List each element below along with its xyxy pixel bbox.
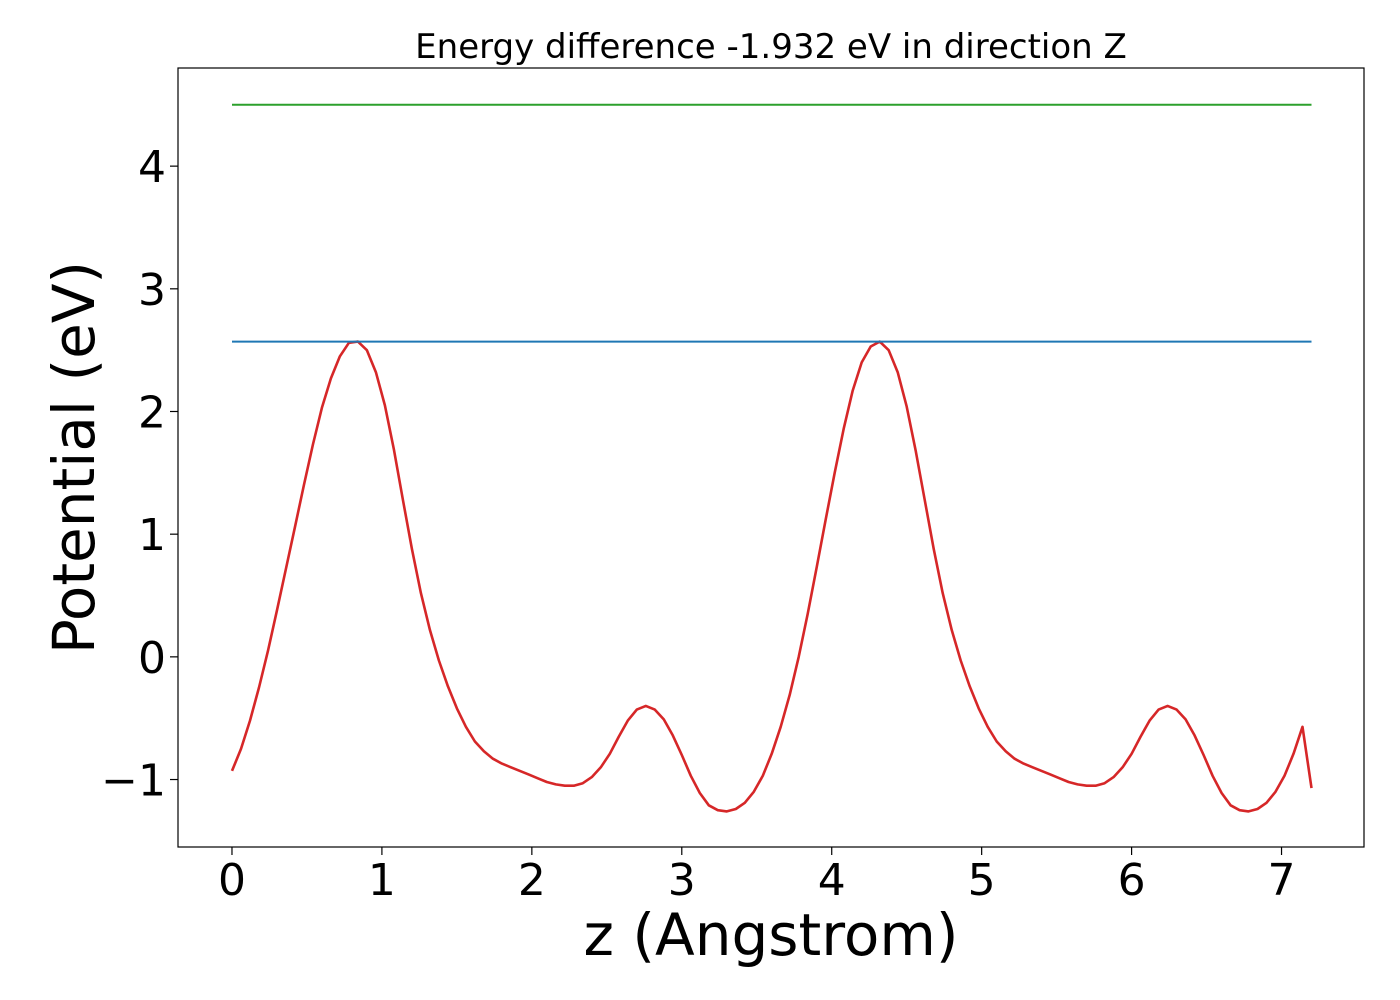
series-layer: [230, 103, 1313, 813]
x-tick-label: 0: [218, 855, 246, 906]
series-line-1: [230, 340, 1313, 813]
y-axis-title: Potential (eV): [40, 261, 108, 654]
y-tick-label: 4: [138, 142, 166, 193]
y-tick-label: 2: [138, 387, 166, 438]
y-tick-label: 0: [138, 633, 166, 684]
x-tick-label: 5: [968, 855, 996, 906]
x-tick-label: 7: [1268, 855, 1296, 906]
y-tick-label: −1: [101, 756, 166, 807]
x-tick-label: 4: [818, 855, 846, 906]
x-tick-label: 3: [668, 855, 696, 906]
y-tick-label: 3: [138, 265, 166, 316]
x-tick-label: 1: [368, 855, 396, 906]
x-axis-ticks: 0 1 2 3 4 5 6 7: [218, 847, 1296, 906]
chart-title: Energy difference -1.932 eV in direction…: [415, 27, 1127, 67]
y-tick-label: 1: [138, 510, 166, 561]
x-tick-label: 6: [1118, 855, 1146, 906]
x-tick-label: 2: [518, 855, 546, 906]
y-axis-ticks: −1 0 1 2 3 4: [101, 142, 178, 807]
x-axis-title: z (Angstrom): [584, 901, 959, 969]
plot-frame: [177, 67, 1365, 848]
